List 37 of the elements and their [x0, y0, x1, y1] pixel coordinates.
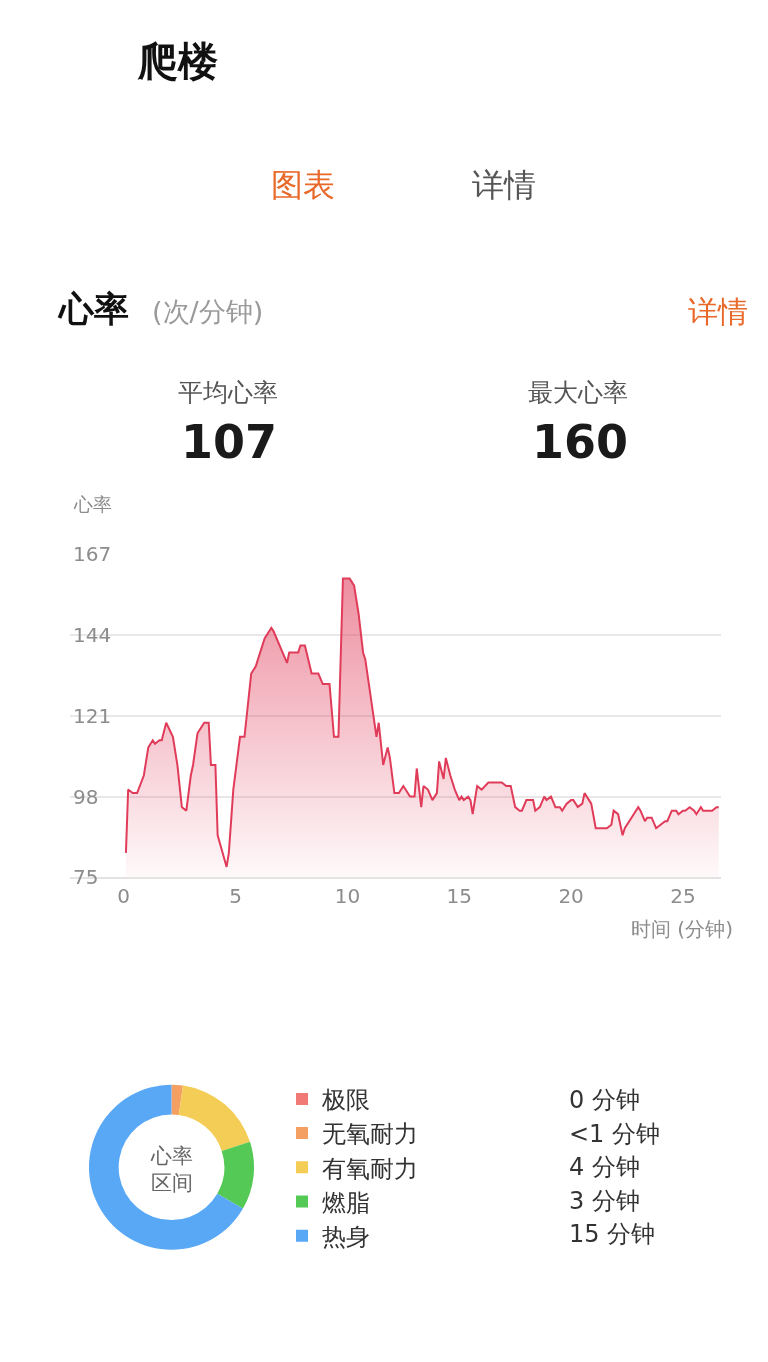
legend-label: 燃脂 [322, 1188, 370, 1217]
data-label: <1 分钟 [569, 1120, 661, 1148]
x-tick-label: 10 [334, 884, 361, 909]
chart-subtitle: (次/分钟) [152, 296, 264, 327]
text: 详情 [688, 294, 748, 329]
y-tick-label: 75 [73, 865, 99, 890]
data-label: 3 分钟 [569, 1187, 640, 1215]
chart-title: 心率 [57, 289, 129, 329]
text: 心率区间 [149, 1143, 193, 1195]
y-tick-label: 98 [73, 784, 99, 809]
y-tick-label: 121 [73, 703, 112, 728]
x-tick-label: 0 [117, 884, 131, 909]
text: 详情 [472, 166, 536, 204]
donut-slice [89, 1084, 243, 1250]
text: 107 [181, 415, 278, 469]
x-tick-label: 15 [446, 884, 472, 909]
text: 平均心率 [178, 378, 278, 407]
text: 图表 [271, 166, 335, 204]
data-label: 15 分钟 [569, 1220, 656, 1248]
x-tick-label: 25 [670, 884, 696, 909]
legend-label: 热身 [322, 1223, 370, 1252]
text: 爬楼 [137, 38, 218, 84]
x-tick-label: 20 [558, 884, 584, 909]
legend-label: 有氧耐力 [322, 1154, 418, 1183]
y-axis-title: 心率 [73, 493, 112, 515]
text: 最大心率 [528, 378, 628, 407]
donut-slice [217, 1141, 254, 1209]
y-tick-label: 144 [73, 622, 112, 647]
text: 0 分钟 [569, 1086, 640, 1114]
x-tick-label: 5 [229, 884, 242, 909]
legend-label: 无氧耐力 [322, 1120, 418, 1149]
x-axis-title: 时间 (分钟) [631, 917, 733, 941]
donut-slice [171, 1084, 183, 1115]
legend-label: 极限 [321, 1086, 370, 1115]
data-label: 4 分钟 [569, 1153, 640, 1181]
y-tick-label: 167 [73, 541, 112, 566]
text: 160 [532, 415, 629, 469]
